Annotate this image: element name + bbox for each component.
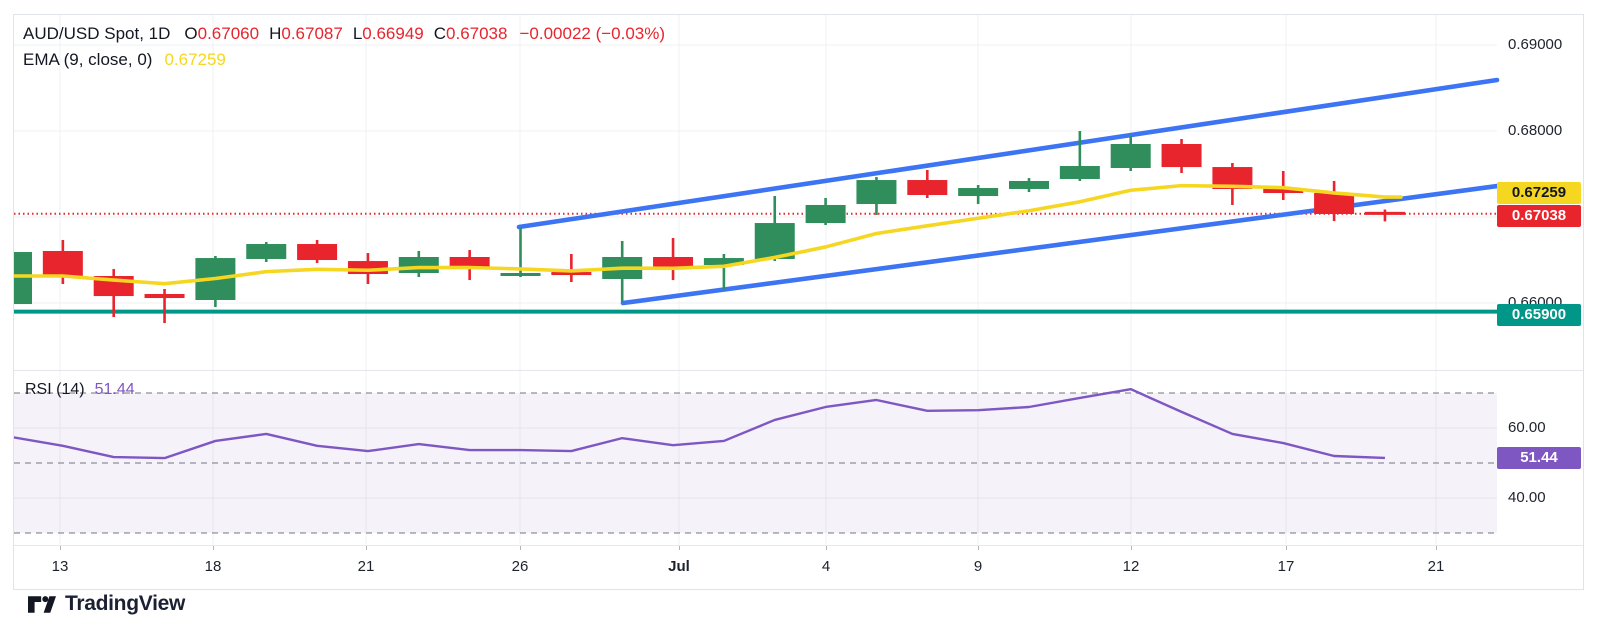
ohlc-part: O bbox=[184, 24, 198, 43]
pane-separator[interactable] bbox=[14, 370, 1583, 371]
symbol-title-row[interactable]: AUD/USD Spot, 1D O 0.67060 H 0.67087 L 0.66949… bbox=[23, 21, 665, 47]
candle-body bbox=[449, 257, 490, 267]
candle-body bbox=[958, 188, 999, 197]
rsi-legend-part: RSI (14) bbox=[25, 381, 85, 398]
time-axis-tick bbox=[366, 546, 367, 550]
time-axis-label: 13 bbox=[51, 558, 69, 575]
time-axis-label: 4 bbox=[821, 558, 831, 575]
candle-body bbox=[856, 180, 897, 205]
candle-body bbox=[1110, 144, 1151, 168]
candle-body bbox=[805, 204, 846, 224]
time-axis-label: 21 bbox=[357, 558, 375, 575]
tradingview-logo-text: TradingView bbox=[65, 592, 186, 615]
rsi-legend-row[interactable]: RSI (14) 51.44 bbox=[25, 381, 135, 399]
rsi-value-badge: 51.44 bbox=[1497, 446, 1581, 469]
price-axis[interactable]: 0.69000 0.68000 0.66000 0.67259 0.67038 0.659… bbox=[1497, 15, 1583, 545]
candle-body bbox=[703, 258, 744, 266]
ohlc-part: 0.66949 bbox=[362, 24, 424, 43]
candle-body bbox=[551, 272, 592, 276]
tradingview-logo-icon bbox=[28, 595, 56, 613]
ohlc-part: 0.67087 bbox=[281, 24, 343, 43]
price-axis-badge: 0.65900 bbox=[1497, 303, 1581, 326]
candle-body bbox=[42, 250, 83, 277]
candle-body bbox=[1161, 144, 1202, 168]
candle-body bbox=[1364, 211, 1405, 215]
time-axis-label: 12 bbox=[1122, 558, 1140, 575]
channel-trendline-upper bbox=[516, 77, 1500, 230]
time-axis-label: 18 bbox=[204, 558, 222, 575]
symbol-legend: AUD/USD Spot, 1D O 0.67060 H 0.67087 L 0.66949… bbox=[23, 21, 665, 73]
rsi-legend-part: 51.44 bbox=[94, 381, 135, 398]
time-axis-tick bbox=[213, 546, 214, 550]
tradingview-logo[interactable]: TradingView bbox=[28, 592, 185, 616]
ohlc-part: AUD/USD Spot, 1D bbox=[23, 24, 171, 43]
candle-body bbox=[1059, 166, 1100, 180]
candle-body bbox=[246, 244, 287, 259]
candle-body bbox=[398, 257, 439, 273]
candle-body bbox=[297, 244, 338, 261]
rsi-axis-label: 60.00 bbox=[1508, 418, 1546, 436]
time-axis-tick bbox=[1286, 546, 1287, 550]
price-axis-badge: 0.67038 bbox=[1497, 204, 1581, 227]
time-axis-tick bbox=[826, 546, 827, 550]
ohlc-part: −0.00022 (−0.03%) bbox=[519, 24, 666, 43]
time-axis-label: 21 bbox=[1427, 558, 1445, 575]
price-axis-badge: 0.67259 bbox=[1497, 181, 1581, 204]
time-axis-tick bbox=[520, 546, 521, 550]
price-axis-label: 0.68000 bbox=[1508, 122, 1563, 139]
time-axis-tick bbox=[1436, 546, 1437, 550]
candle-body bbox=[1212, 167, 1253, 189]
candle-body bbox=[1009, 180, 1049, 189]
ema-part: 0.67259 bbox=[164, 50, 226, 69]
ema-legend-row[interactable]: EMA (9, close, 0) 0.67259 bbox=[23, 47, 665, 73]
price-axis-label: 0.69000 bbox=[1508, 36, 1563, 53]
ohlc-part: 0.67060 bbox=[197, 24, 260, 43]
candle-body bbox=[907, 180, 948, 195]
chart-canvas[interactable] bbox=[14, 15, 1583, 589]
candle-body bbox=[653, 257, 694, 270]
ema-line bbox=[14, 183, 1403, 286]
candle-body bbox=[1314, 193, 1355, 215]
time-axis[interactable]: 13 18 21 26 Jul 4 9 12 17 21 bbox=[14, 545, 1583, 589]
time-axis-tick bbox=[60, 546, 61, 550]
rsi-line bbox=[14, 387, 1385, 460]
ohlc-part: C bbox=[433, 24, 447, 43]
chart-widget: AUD/USD Spot, 1D O 0.67060 H 0.67087 L 0.66949… bbox=[13, 14, 1584, 590]
candle-body bbox=[500, 273, 541, 276]
candle-body bbox=[1263, 188, 1304, 194]
time-axis-tick bbox=[679, 546, 680, 550]
time-axis-tick bbox=[978, 546, 979, 550]
candle-body bbox=[144, 293, 185, 299]
ohlc-part: 0.67038 bbox=[446, 24, 508, 43]
rsi-axis-label: 40.00 bbox=[1508, 488, 1546, 506]
ohlc-part: L bbox=[352, 24, 363, 43]
candle-body bbox=[347, 261, 388, 275]
ohlc-part: H bbox=[269, 24, 282, 43]
time-axis-label: 17 bbox=[1277, 558, 1295, 575]
time-axis-label: 26 bbox=[511, 558, 529, 575]
candle-body bbox=[14, 252, 32, 305]
time-axis-label: Jul bbox=[668, 558, 690, 575]
ema-part: EMA (9, close, 0) bbox=[23, 50, 153, 69]
time-axis-tick bbox=[1131, 546, 1132, 550]
time-axis-label: 9 bbox=[973, 558, 983, 575]
